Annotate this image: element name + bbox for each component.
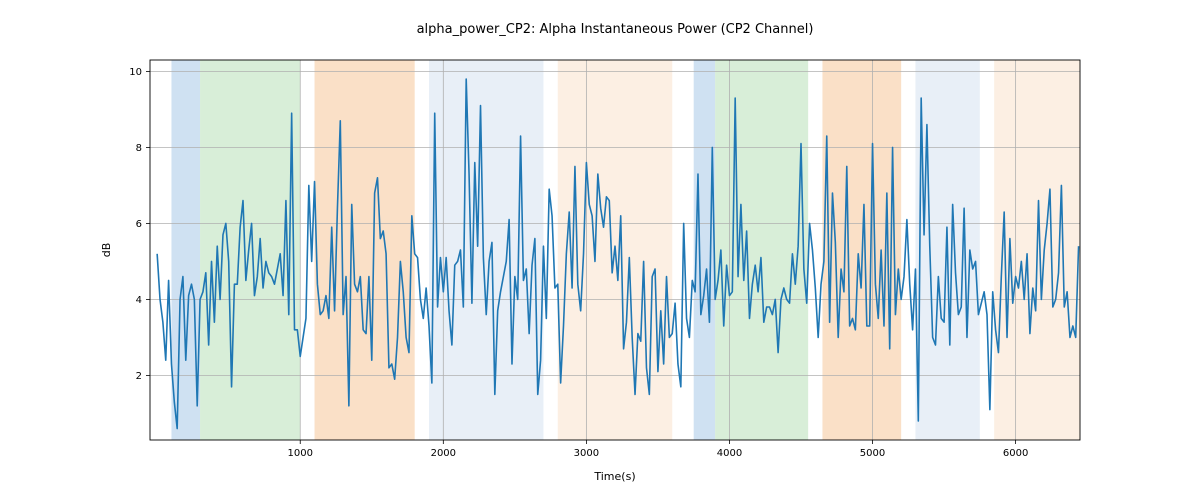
y-tick-label: 8 <box>136 143 142 154</box>
highlight-region <box>171 60 200 440</box>
y-tick-label: 4 <box>136 295 142 306</box>
plot-area: 1000 2000 3000 4000 5000 6000 2 4 6 8 10 <box>129 60 1080 459</box>
highlight-region <box>315 60 415 440</box>
chart-title: alpha_power_CP2: Alpha Instantaneous Pow… <box>417 22 814 37</box>
x-tick-label: 6000 <box>1003 448 1028 459</box>
x-tick-label: 5000 <box>860 448 885 459</box>
x-tick-label: 2000 <box>431 448 456 459</box>
x-tick-label: 4000 <box>717 448 742 459</box>
y-tick-label: 6 <box>136 219 142 230</box>
x-tick-label: 3000 <box>574 448 599 459</box>
x-axis-label: Time(s) <box>593 470 635 483</box>
x-tick-label: 1000 <box>288 448 313 459</box>
y-tick-label: 2 <box>136 371 142 382</box>
y-axis-label: dB <box>100 243 113 258</box>
time-series-chart: alpha_power_CP2: Alpha Instantaneous Pow… <box>0 0 1200 500</box>
highlight-region <box>429 60 543 440</box>
y-tick-label: 10 <box>129 67 142 78</box>
